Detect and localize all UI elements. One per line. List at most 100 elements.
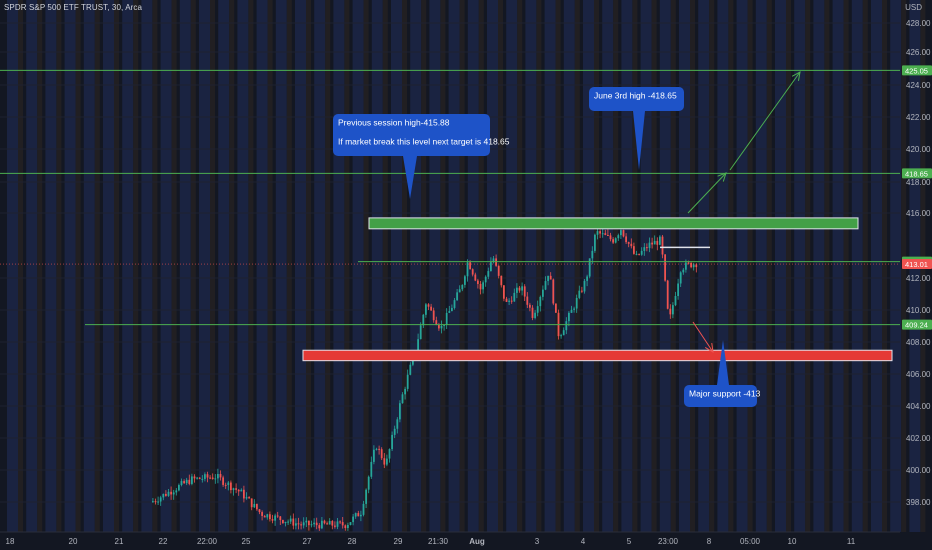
time-tick-label: 11 (847, 537, 856, 546)
candle-body (170, 491, 172, 495)
candle-body (310, 524, 313, 526)
callout-session-high-text: Previous session high-415.88 (338, 118, 450, 128)
session-band-regular (410, 0, 422, 532)
candle-body (222, 477, 224, 485)
candle-body (308, 520, 310, 526)
candle-body (490, 262, 492, 272)
candle-body (404, 388, 406, 395)
callout-june-high-text: June 3rd high -418.65 (594, 91, 677, 101)
price-tick-label: 408.00 (906, 338, 931, 347)
session-band-regular (333, 0, 345, 532)
candle-body (536, 306, 539, 313)
candle-body (445, 312, 448, 325)
session-band-regular (179, 0, 191, 532)
time-tick-label: 21:30 (428, 537, 449, 546)
session-band-extended (344, 0, 350, 532)
session-band-extended (325, 0, 331, 532)
time-tick-label: 27 (303, 537, 312, 546)
candle-body (531, 307, 534, 318)
price-tick-label: 398.00 (906, 498, 931, 507)
price-tag-label: 425.05 (905, 66, 928, 75)
candle-body (443, 324, 445, 326)
candle-body (591, 250, 594, 259)
candle-body (643, 247, 646, 251)
candle-body (378, 448, 380, 450)
candle-body (604, 233, 607, 235)
candle-body (159, 497, 162, 502)
candle-body (206, 474, 209, 478)
session-band-extended (133, 0, 139, 532)
session-band-extended (94, 0, 100, 532)
candle-body (482, 282, 484, 290)
session-band-regular (794, 0, 806, 532)
candle-body (196, 477, 198, 479)
session-band-regular (871, 0, 882, 532)
candle-body (352, 516, 354, 523)
session-band-regular (736, 0, 748, 532)
price-axis[interactable]: 428.00 426.00 424.00 422.00 420.00 418.00 416.… (902, 19, 932, 507)
time-tick-label: 22 (159, 537, 168, 546)
time-tick-label: 4 (581, 537, 586, 546)
price-tick-label: 410.00 (906, 306, 931, 315)
session-band-extended (498, 0, 503, 532)
session-band-extended (267, 0, 273, 532)
session-band-extended (651, 0, 657, 532)
candle-body (295, 523, 297, 526)
candle-body (607, 234, 609, 236)
candle-body (471, 269, 474, 275)
session-band-extended (786, 0, 791, 532)
price-tick-label: 402.00 (906, 434, 931, 443)
candle-body (622, 230, 625, 237)
candle-body (214, 478, 217, 480)
price-tick-label: 426.00 (906, 48, 931, 57)
candle-body (562, 330, 565, 336)
time-tick-label: 10 (788, 537, 797, 546)
price-tick-label: 422.00 (906, 113, 931, 122)
candle-body (544, 281, 547, 290)
candle-body (666, 280, 669, 309)
callout-june-high-pointer (633, 111, 645, 170)
candle-body (664, 254, 666, 281)
candle-body (419, 325, 422, 340)
candle-body (594, 234, 596, 251)
candle-body (677, 283, 679, 296)
time-axis[interactable]: 18 20 21 22 22:00 25 27 28 29 21:30 Aug 3 4 5 23:00 8 05… (0, 531, 900, 546)
candle-body (256, 503, 258, 510)
candle-body (154, 501, 157, 503)
candle-body (209, 477, 211, 479)
candle-body (417, 339, 419, 352)
candle-body (227, 482, 230, 486)
session-band-regular (429, 0, 441, 532)
candle-body (357, 513, 360, 517)
candle-body (191, 476, 193, 484)
session-band-regular (583, 0, 594, 532)
session-band-extended (114, 0, 119, 532)
session-band-extended (690, 0, 695, 532)
candle-body (183, 481, 185, 484)
session-band-regular (122, 0, 134, 532)
candle-body (651, 242, 653, 245)
session-band-regular (563, 0, 575, 532)
session-band-extended (632, 0, 638, 532)
candle-body (235, 488, 237, 490)
candle-body (549, 275, 552, 280)
candle-body (474, 274, 477, 281)
candle-body (276, 515, 279, 517)
candle-body (630, 243, 633, 247)
session-band-regular (352, 0, 364, 532)
candle-body (393, 428, 396, 435)
price-tick-label: 404.00 (906, 402, 931, 411)
session-band-extended (574, 0, 580, 532)
callout-session-high (333, 114, 490, 156)
candle-body (588, 258, 591, 277)
session-band-extended (555, 0, 561, 532)
candle-body (399, 403, 401, 420)
time-tick-label: 8 (707, 537, 712, 546)
candle-body (266, 514, 269, 518)
session-band-regular (467, 0, 479, 532)
session-background-bands (7, 0, 926, 532)
candle-body (596, 231, 599, 235)
candle-body (552, 279, 555, 304)
candle-body (627, 242, 630, 244)
